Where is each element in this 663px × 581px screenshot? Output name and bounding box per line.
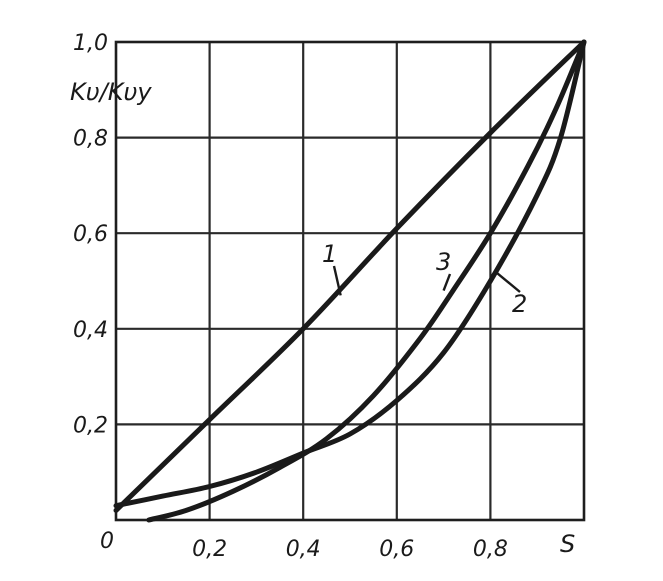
y-tick-label: 0,2	[73, 413, 108, 438]
grid	[116, 42, 584, 520]
plot-frame	[114, 40, 586, 522]
series-line-1	[113, 39, 587, 513]
leader-line-2	[494, 270, 521, 293]
series-label-2: 2	[512, 290, 527, 318]
series-label-leaders	[332, 265, 521, 296]
y-tick-label: 0,8	[73, 127, 108, 152]
y-axis-label: Kυ/Kυy	[70, 78, 152, 106]
x-tick-label: 0,8	[473, 537, 508, 562]
leader-line-3	[442, 273, 452, 291]
x-axis-label: S	[560, 530, 575, 558]
tick-labels: 0,2 0,4 0,6 0,8 0,2 0,4 0,6 0,8 1,0	[73, 31, 508, 562]
series-line-3	[146, 39, 587, 523]
series-line-2	[113, 39, 587, 509]
x-tick-label: 0,4	[286, 537, 321, 562]
series-label-3: 3	[436, 248, 451, 276]
series-lines	[113, 39, 587, 523]
x-tick-label: 0,2	[192, 537, 227, 562]
y-tick-label: 1,0	[73, 31, 108, 56]
leader-line-1	[332, 265, 342, 296]
y-tick-label: 0,6	[73, 222, 108, 247]
series-label-1: 1	[322, 240, 337, 268]
x-tick-label: 0,6	[379, 537, 414, 562]
y-tick-label: 0,4	[73, 318, 108, 343]
origin-label: 0	[100, 529, 114, 554]
